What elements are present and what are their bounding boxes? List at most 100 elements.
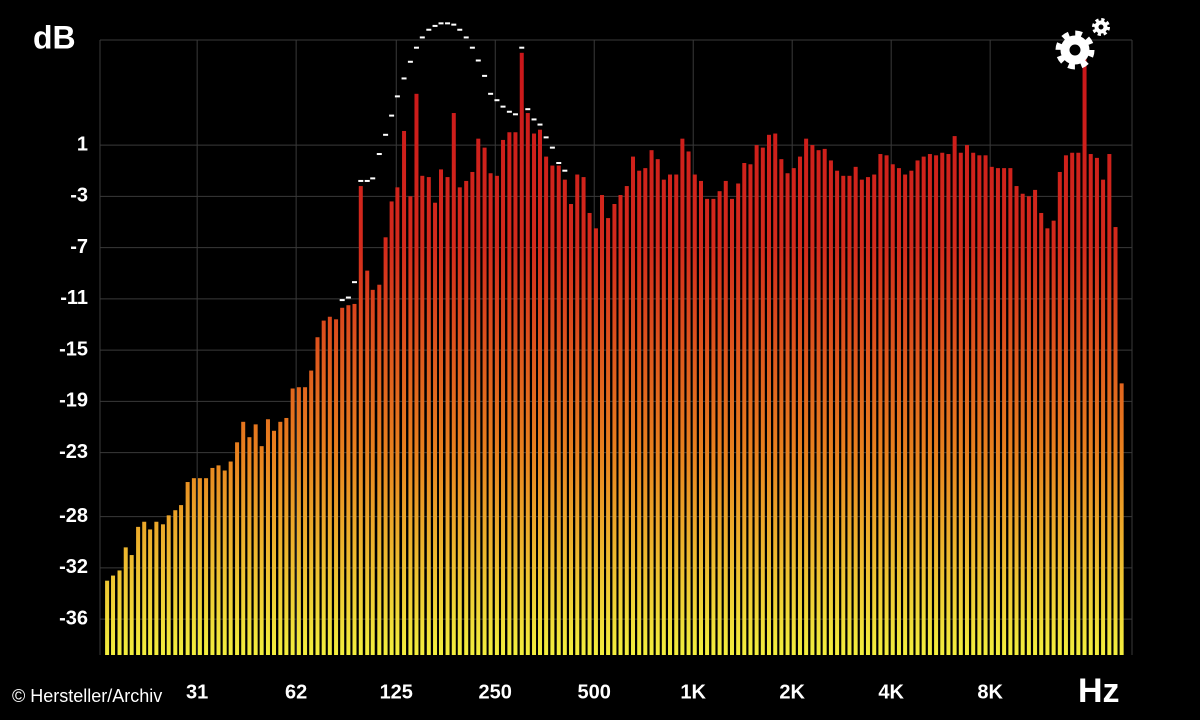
bar (934, 155, 939, 655)
x-tick-label: 31 (186, 681, 208, 703)
bar (470, 171, 475, 655)
bar (810, 145, 815, 655)
x-tick-label: 2K (779, 681, 805, 703)
bar (327, 316, 332, 655)
bars (105, 47, 1124, 655)
y-tick-label: -36 (59, 607, 88, 629)
bar (562, 179, 567, 655)
bar (896, 168, 901, 655)
small-gear-body[interactable] (1094, 20, 1108, 34)
bar (377, 284, 382, 655)
bar (464, 180, 469, 655)
bar (259, 446, 264, 655)
bar (1026, 196, 1031, 655)
labels: 1 -3 -7 -11 -15 -19 -23 -28 -32 -36 31 62 125 250 500 1… (59, 133, 1003, 703)
bar (804, 138, 809, 655)
bar (600, 195, 605, 655)
peak-marker (401, 77, 407, 80)
peak-marker (358, 179, 364, 182)
bar (822, 148, 827, 655)
bar (160, 524, 165, 655)
bar (686, 151, 691, 655)
bar (587, 212, 592, 655)
y-tick-label: -23 (59, 441, 88, 463)
bar (841, 175, 846, 655)
gear-body[interactable] (1060, 35, 1090, 65)
bar (773, 133, 778, 655)
x-tick-label: 62 (285, 681, 307, 703)
bar (847, 175, 852, 655)
bar (129, 555, 134, 655)
settings-icon[interactable] (1055, 18, 1110, 70)
bar (989, 166, 994, 655)
bar (395, 187, 400, 655)
bar (1051, 220, 1056, 655)
peak-marker (370, 177, 376, 180)
bar (909, 170, 914, 655)
bar (1070, 152, 1075, 655)
bar (1039, 212, 1044, 655)
bar (433, 202, 438, 655)
bar (216, 465, 221, 655)
bar (705, 198, 710, 655)
bar (995, 168, 1000, 655)
bar (1002, 168, 1007, 655)
bar (1020, 193, 1025, 655)
x-tick-label: 125 (380, 681, 413, 703)
bar (365, 270, 370, 655)
peak-marker (562, 169, 568, 172)
peak-marker (482, 74, 488, 77)
bar (513, 132, 518, 655)
small-gear-teeth[interactable] (1092, 18, 1110, 36)
bar (748, 164, 753, 655)
bar (711, 198, 716, 655)
bar (166, 515, 171, 655)
peak-marker (451, 23, 457, 26)
bar (612, 204, 617, 655)
bar (655, 159, 660, 655)
peak-marker (339, 299, 345, 302)
bar (983, 155, 988, 655)
bar (946, 154, 951, 655)
bar (117, 570, 122, 655)
bar (197, 478, 202, 655)
bar (1082, 47, 1087, 655)
bar (890, 164, 895, 655)
peak-marker (519, 46, 525, 49)
bar (148, 529, 153, 655)
bar (402, 130, 407, 655)
bar (494, 175, 499, 655)
x-tick-label: 250 (479, 681, 512, 703)
peak-marker (463, 36, 469, 39)
bar (340, 307, 345, 655)
bar (309, 370, 314, 655)
bar (853, 166, 858, 655)
peak-marker (531, 118, 537, 121)
bar (878, 154, 883, 655)
y-axis-label: dB (33, 19, 76, 55)
bar (921, 156, 926, 655)
bar (637, 170, 642, 655)
bar (785, 173, 790, 655)
bar (779, 159, 784, 655)
bar (241, 421, 246, 655)
peak-marker (494, 99, 500, 102)
peak-marker (512, 113, 518, 116)
bar (1107, 154, 1112, 655)
peak-marker (413, 46, 419, 49)
x-tick-label: 500 (578, 681, 611, 703)
bar (791, 168, 796, 655)
bar (420, 175, 425, 655)
peaks (339, 22, 568, 302)
bar (253, 424, 258, 655)
bar (1113, 227, 1118, 655)
bar (593, 228, 598, 655)
peak-marker (537, 123, 543, 126)
y-tick-label: -19 (59, 390, 88, 412)
bar (136, 526, 141, 655)
gear-teeth[interactable] (1055, 30, 1095, 70)
bar (631, 156, 636, 655)
bar (439, 169, 444, 655)
peak-marker (457, 28, 463, 31)
